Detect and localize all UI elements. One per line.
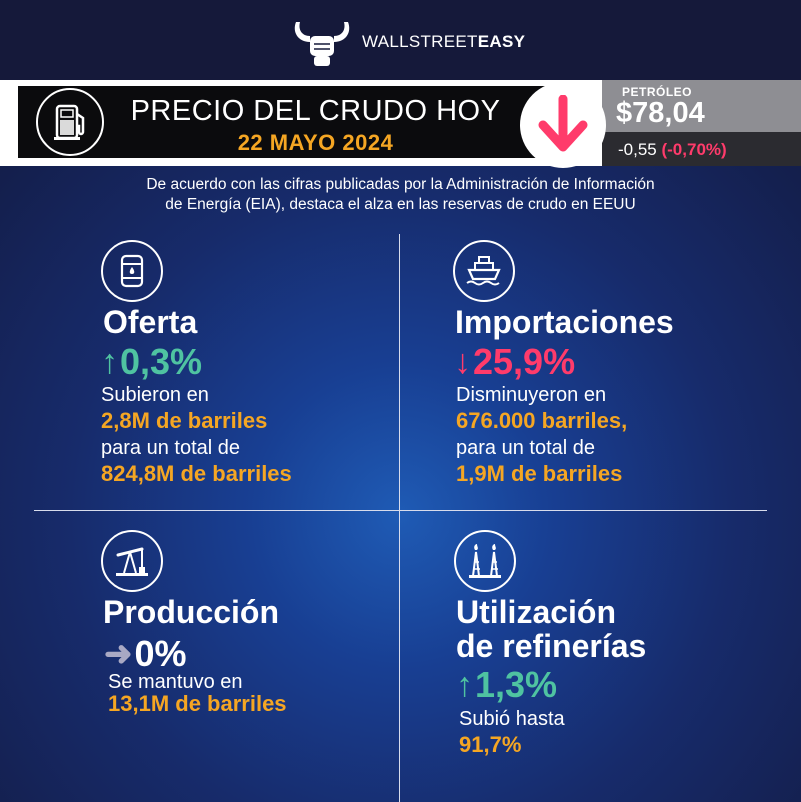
refinery-icon	[454, 530, 516, 592]
pumpjack-icon	[101, 530, 163, 592]
refinerias-title-line-1: Utilización	[456, 594, 617, 630]
ship-icon	[453, 240, 515, 302]
price-change-pct: (-0,70%)	[661, 140, 727, 159]
oil-barrel-icon	[101, 240, 163, 302]
oferta-highlight-1: 2,8M de barriles	[101, 408, 268, 433]
importaciones-highlight-1: 676.000 barriles,	[456, 408, 628, 433]
oferta-stat: ↑ 0,3%	[101, 342, 202, 382]
down-arrow-small-icon: ↓	[454, 343, 471, 381]
intro-text: De acuerdo con las cifras publicadas por…	[40, 175, 761, 215]
price-value: $78,04	[616, 97, 705, 129]
price-change: -0,55 (-0,70%)	[618, 140, 727, 160]
up-arrow-icon: ↑	[101, 343, 118, 381]
refinerias-title-line-2: de refinerías	[456, 628, 647, 664]
refinerias-stat-value: 1,3%	[475, 664, 558, 705]
refinerias-stat: ↑ 1,3%	[456, 665, 557, 705]
price-bottom-panel	[602, 132, 801, 166]
importaciones-highlight-2: 1,9M de barriles	[456, 461, 623, 486]
page-title: PRECIO DEL CRUDO HOY	[130, 95, 501, 127]
vertical-divider	[399, 234, 400, 802]
intro-line-1: De acuerdo con las cifras publicadas por…	[146, 176, 655, 193]
produccion-text-1: Se mantuvo en	[108, 671, 243, 693]
refinerias-highlight-1: 91,7%	[459, 732, 522, 757]
produccion-title: Producción	[103, 594, 280, 630]
oferta-text-1: Subieron en	[101, 384, 209, 406]
intro-line-2: de Energía (EIA), destaca el alza en las…	[165, 196, 636, 213]
produccion-stat-value: 0%	[134, 633, 187, 674]
price-box: PETRÓLEO $78,04 -0,55 (-0,70%)	[602, 80, 801, 166]
horizontal-divider	[34, 510, 767, 511]
oferta-text-2: para un total de	[101, 437, 240, 459]
importaciones-stat: ↓ 25,9%	[454, 342, 575, 382]
brand-logo: WALLSTREETEASY	[290, 14, 525, 70]
importaciones-text-1: Disminuyeron en	[456, 384, 607, 406]
right-arrow-icon: ➜	[104, 635, 133, 673]
price-top-panel	[602, 80, 801, 132]
refinerias-text-1: Subió hasta	[459, 708, 565, 730]
price-change-abs: -0,55	[618, 140, 657, 159]
price-label: PETRÓLEO	[622, 85, 693, 99]
bull-fist-icon	[294, 22, 350, 66]
title-bar	[18, 86, 578, 158]
down-arrow-icon	[520, 82, 606, 168]
importaciones-text-2: para un total de	[456, 437, 595, 459]
fuel-pump-icon	[36, 88, 104, 156]
brand-name: WALLSTREETEASY	[362, 32, 526, 51]
oferta-title: Oferta	[103, 304, 198, 340]
oferta-stat-value: 0,3%	[120, 341, 203, 382]
importaciones-title: Importaciones	[455, 304, 674, 340]
produccion-highlight-1: 13,1M de barriles	[108, 691, 287, 716]
top-bar	[0, 0, 801, 80]
oferta-highlight-2: 824,8M de barriles	[101, 461, 292, 486]
produccion-stat: ➜ 0%	[104, 634, 187, 674]
up-arrow-icon: ↑	[456, 666, 473, 704]
report-date: 22 MAYO 2024	[237, 130, 394, 155]
importaciones-stat-value: 25,9%	[473, 341, 576, 382]
